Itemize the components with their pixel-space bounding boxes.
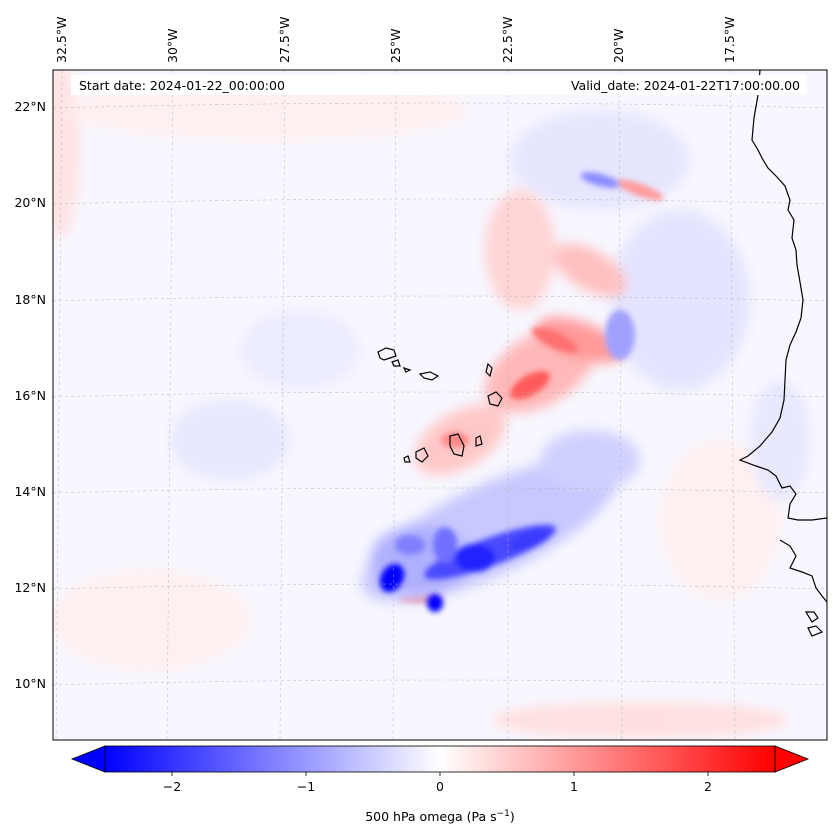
map-frame [52,69,828,741]
lon-label: 22.5°W [500,17,515,63]
island-sao-vicente [391,359,401,367]
positive-band [414,190,627,475]
lat-label: 14°N [14,484,46,499]
island-santo-antao [377,347,397,361]
lon-label: 20°W [611,28,626,63]
latitude-labels: 22°N 20°N 18°N 16°N 14°N 12°N 10°N [14,99,46,691]
longitude-labels: 32.5°W 30°W 27.5°W 25°W 22.5°W 20°W 17.5… [54,17,737,63]
gridlines [53,70,827,740]
lon-label: 32.5°W [54,17,69,63]
colorbar-tick-label: −2 [163,779,181,794]
island-boa-vista [487,391,503,407]
island-santa-luzia [402,366,412,373]
colorbar-tick-label: −1 [297,779,315,794]
lat-label: 20°N [14,195,46,210]
lat-label: 22°N [14,99,46,114]
africa-coastline-south [779,539,827,603]
lon-label: 17.5°W [722,17,737,63]
negative-core [379,172,635,612]
lat-label: 18°N [14,292,46,307]
lon-label: 25°W [388,28,403,63]
header-background [71,75,807,95]
island-santiago [449,433,465,457]
island-brava [403,455,411,463]
colorbar-tick-label: 1 [570,779,578,794]
island-sao-nicolau [418,371,440,381]
colorbar-ticks: −2 −1 0 1 2 [163,772,712,794]
colorbar-tick-label: 2 [704,779,712,794]
coastlines [377,70,827,637]
lat-label: 12°N [14,580,46,595]
colorbar-gradient [105,746,775,772]
valid-date-label: Valid_date: 2024-01-22T17:00:00.00 [571,78,800,93]
island-sal [485,362,493,378]
lat-label: 10°N [14,676,46,691]
africa-coastline [738,70,827,521]
bissagos-islands [804,611,824,637]
lat-label: 16°N [14,388,46,403]
island-maio [475,435,483,447]
lon-label: 27.5°W [277,17,292,63]
colorbar: −2 −1 0 1 2 500 hPa omega (Pa s−1) [70,745,810,824]
colorbar-extend-right [774,745,810,773]
island-fogo [415,447,429,463]
omega-field [53,70,827,740]
start-date-label: Start date: 2024-01-22_00:00:00 [79,78,285,93]
colorbar-tick-label: 0 [436,779,444,794]
colorbar-extend-left [70,745,106,773]
lon-label: 30°W [165,28,180,63]
colorbar-label: 500 hPa omega (Pa s−1) [365,809,515,824]
